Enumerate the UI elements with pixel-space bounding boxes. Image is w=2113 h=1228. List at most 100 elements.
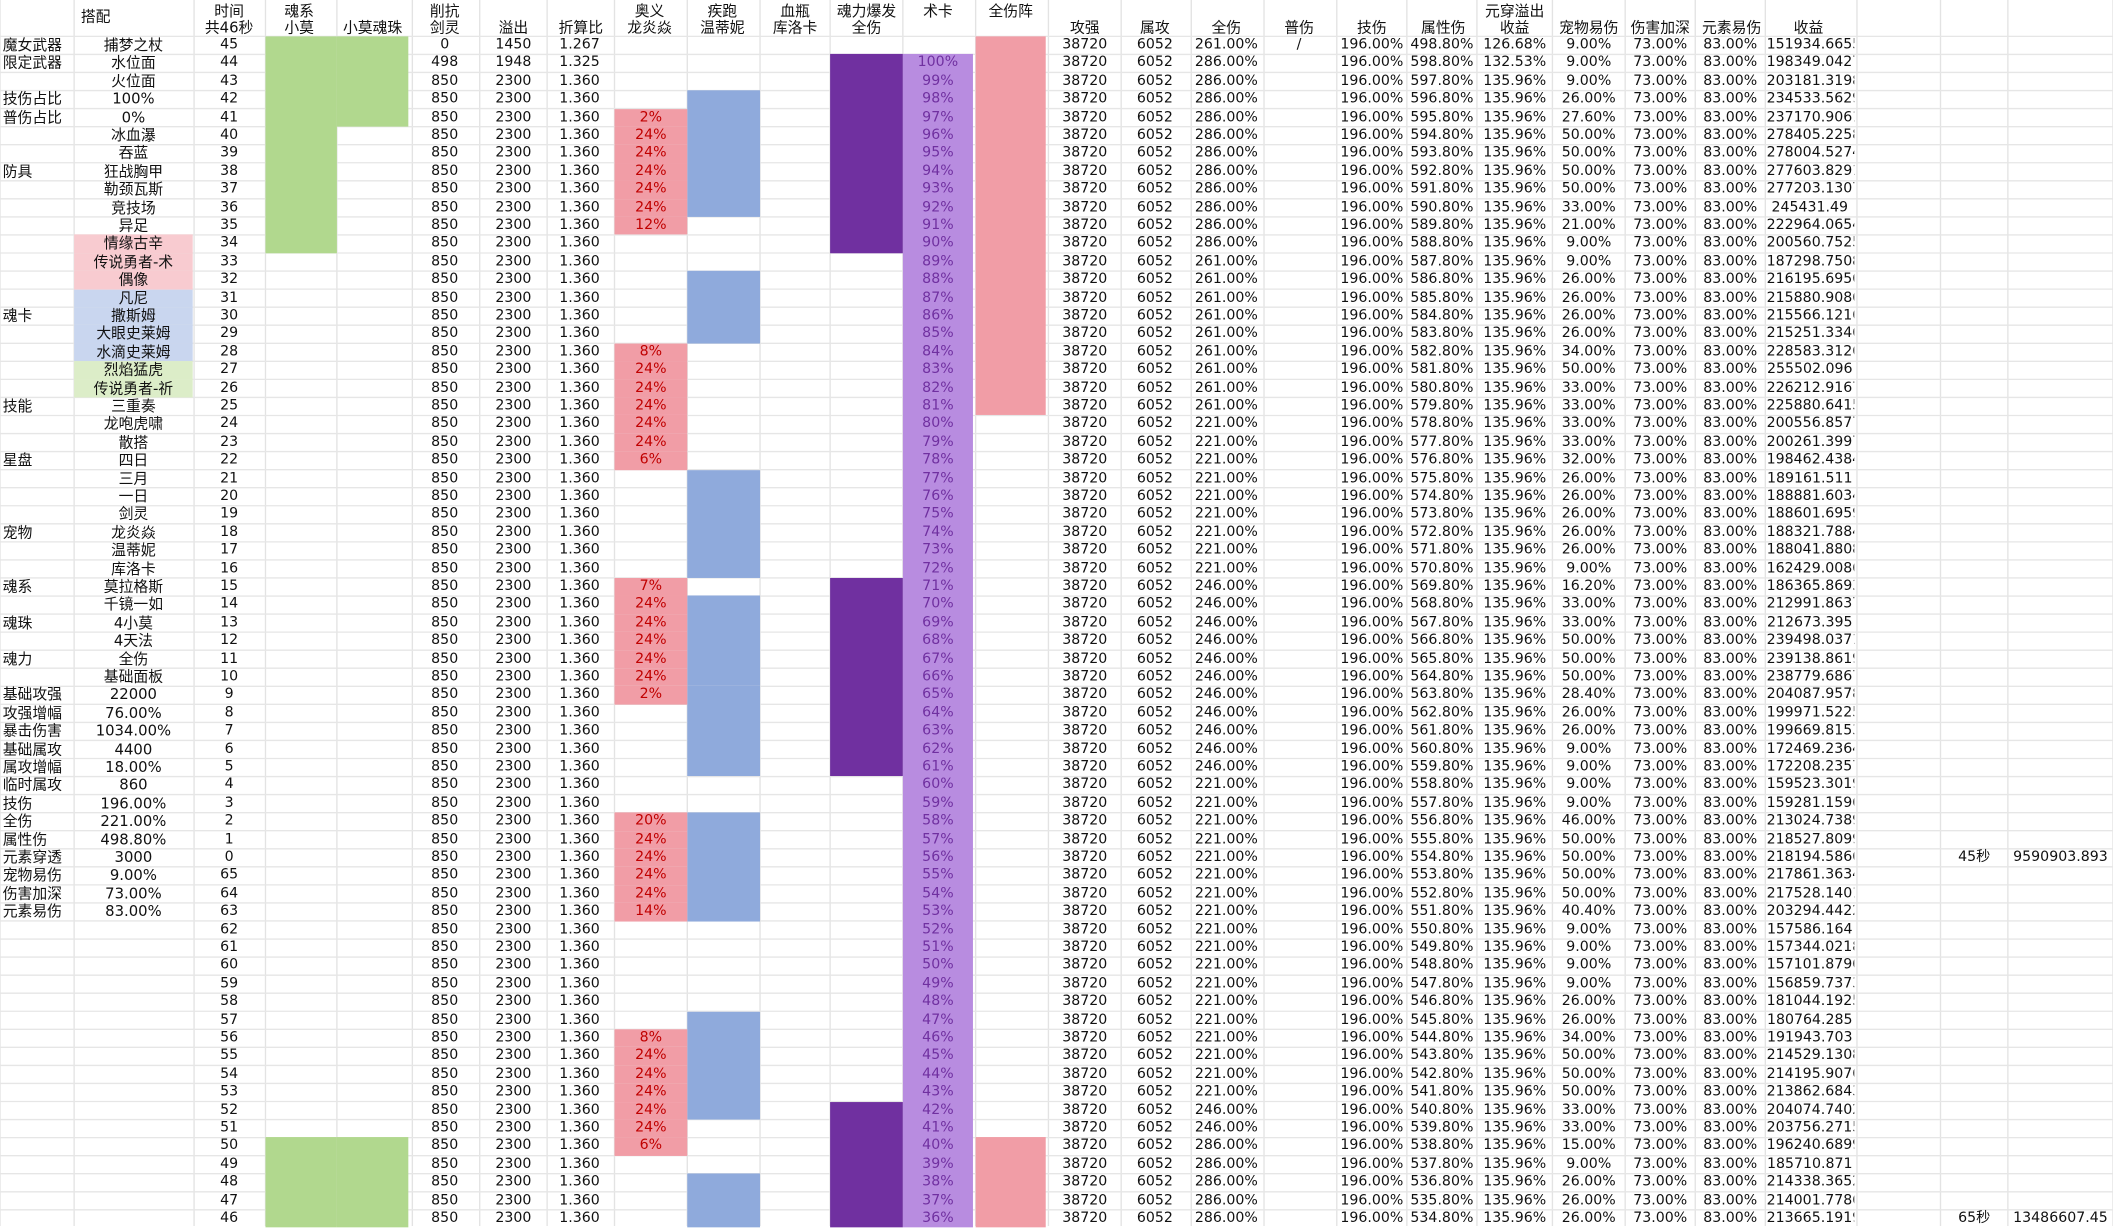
cell-gongqiang: 38720 (1062, 289, 1108, 306)
cell-time: 1 (224, 830, 234, 847)
cell-shanghai: 73.00% (1633, 198, 1688, 216)
left-key: 宠物 (2, 523, 33, 542)
cell-shugong: 6052 (1136, 253, 1173, 270)
cell-shanghai: 73.00% (1633, 1101, 1688, 1118)
cell-shuka: 85% (922, 325, 954, 342)
cell-zhesuan: 1.360 (559, 848, 600, 865)
left-value: 凡尼 (118, 289, 149, 307)
cell-shuka: 79% (922, 433, 954, 450)
cell-time: 21 (220, 469, 239, 486)
cell-shuka: 45% (922, 1047, 954, 1064)
cell-shouyi: 225880.6415 (1766, 397, 1855, 414)
cell-shouyi: 217528.1401 (1766, 884, 1855, 902)
cell-shuka: 70% (922, 596, 954, 613)
cell-aoyi: 24% (635, 1119, 667, 1136)
cell-yuanchuan: 135.96% (1483, 216, 1547, 234)
cell-shouyi: 226212.9167 (1766, 379, 1855, 396)
header-zhesuanbi: 折算比 (558, 18, 604, 37)
aoyi-block (614, 668, 688, 687)
cell-xuekang: 850 (431, 90, 459, 107)
cell-chongwu: 26.00% (1561, 505, 1616, 522)
cell-xuekang: 850 (431, 343, 459, 360)
cell-shugong: 6052 (1136, 234, 1173, 252)
left-key: 防具 (2, 162, 33, 181)
card-tint (74, 379, 193, 398)
cell-zhesuan: 1.360 (559, 451, 600, 468)
cell-xuekang: 850 (431, 668, 459, 685)
cell-chongwu: 50.00% (1561, 830, 1616, 847)
cell-xuekang: 850 (431, 614, 459, 631)
left-value: 基础面板 (103, 668, 164, 686)
aoyi-block (614, 866, 688, 885)
cell-xuekang: 0 (440, 36, 450, 53)
cell-zhesuan: 1.360 (559, 1119, 600, 1136)
cell-time: 3 (224, 794, 234, 811)
cell-quanshang: 221.00% (1194, 415, 1258, 432)
cell-yichu: 2300 (495, 271, 532, 288)
cell-shuka: 82% (922, 379, 954, 396)
card-tint (74, 343, 193, 362)
purple-block (830, 577, 903, 777)
cell-time: 55 (220, 1047, 239, 1064)
cell-aoyi: 24% (635, 596, 667, 613)
cell-jishang: 196.00% (1340, 54, 1404, 71)
cell-pushang: / (1296, 36, 1302, 53)
cell-quanshang: 261.00% (1194, 36, 1258, 53)
cell-shuxingshang: 584.80% (1410, 307, 1474, 324)
cell-aoyi: 14% (635, 902, 667, 920)
cell-shouyi: 213024.7389 (1766, 812, 1855, 829)
cell-yuanchuan: 135.96% (1483, 126, 1547, 143)
cell-gongqiang: 38720 (1062, 1029, 1108, 1046)
cell-yuanchuan: 135.96% (1483, 614, 1547, 631)
cell-chongwu: 50.00% (1561, 848, 1616, 865)
cell-time: 15 (220, 577, 239, 595)
cell-gongqiang: 38720 (1062, 271, 1108, 288)
cell-zhesuan: 1.360 (559, 1029, 600, 1046)
cell-jishang: 196.00% (1340, 36, 1404, 53)
cell-shanghai: 73.00% (1633, 361, 1688, 378)
cell-gongqiang: 38720 (1062, 54, 1108, 71)
cell-shouyi: 215566.1216 (1766, 307, 1855, 324)
header-gongqiang: 攻强 (1069, 18, 1100, 37)
left-value: 异足 (118, 216, 149, 235)
cell-jishang: 196.00% (1340, 144, 1404, 161)
cell-jishang: 196.00% (1340, 343, 1404, 360)
cell-gongqiang: 38720 (1062, 794, 1108, 811)
cell-yuanchuan: 135.96% (1483, 180, 1547, 197)
cell-zhesuan: 1.360 (559, 559, 600, 577)
left-value: 全伤 (118, 650, 149, 668)
cell-shuka: 66% (922, 668, 954, 685)
cell-shuxingshang: 582.80% (1410, 343, 1474, 360)
cell-yuansu: 83.00% (1703, 1137, 1758, 1154)
cell-shouyi: 180764.285 (1767, 1011, 1853, 1028)
cell-shanghai: 73.00% (1633, 577, 1688, 595)
cell-shanghai: 73.00% (1633, 902, 1688, 920)
cell-yuanchuan: 126.68% (1483, 36, 1547, 53)
cell-gongqiang: 38720 (1062, 307, 1108, 324)
cell-jishang: 196.00% (1340, 216, 1404, 234)
cell-jishang: 196.00% (1340, 722, 1404, 739)
aoyi-block (614, 686, 688, 705)
header-yuansu: 元素易伤 (1701, 18, 1762, 37)
aoyi-block (614, 108, 688, 127)
cell-shugong: 6052 (1136, 1011, 1173, 1028)
cell-jishang: 196.00% (1340, 740, 1404, 757)
cell-gongqiang: 38720 (1062, 1137, 1108, 1154)
cell-chongwu: 33.00% (1561, 415, 1616, 432)
cell-yuansu: 83.00% (1703, 975, 1758, 992)
cell-xuekang: 850 (431, 180, 459, 197)
cell-chongwu: 26.00% (1561, 1173, 1616, 1190)
cell-shuka: 64% (922, 704, 954, 721)
cell-yichu: 2300 (495, 126, 532, 143)
cell-shuka: 72% (922, 559, 954, 577)
cell-shouyi: 187298.7508 (1766, 253, 1855, 270)
cell-jishang: 196.00% (1340, 289, 1404, 306)
cell-gongqiang: 38720 (1062, 1065, 1108, 1082)
cell-shugong: 6052 (1136, 289, 1173, 306)
cell-shuxingshang: 535.80% (1410, 1191, 1474, 1208)
aoyi-block (614, 180, 688, 199)
cell-yichu: 2300 (495, 397, 532, 414)
cell-jishang: 196.00% (1340, 379, 1404, 396)
cell-shugong: 6052 (1136, 866, 1173, 883)
cell-shuxingshang: 550.80% (1410, 920, 1474, 938)
